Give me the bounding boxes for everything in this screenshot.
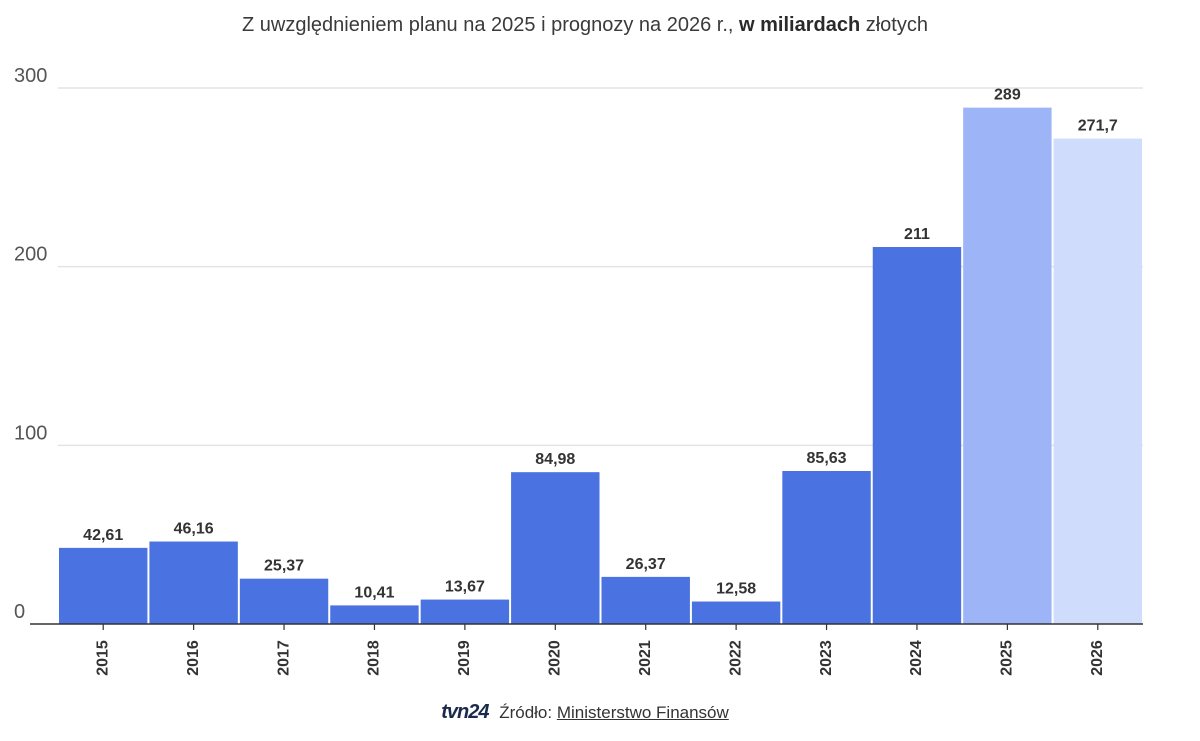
x-tick-label: 2019 xyxy=(456,640,473,676)
y-tick-label: 0 xyxy=(14,601,25,623)
bar xyxy=(330,605,419,624)
data-label: 10,41 xyxy=(354,584,394,601)
source-label: Źródło: xyxy=(499,703,553,722)
data-label: 12,58 xyxy=(716,581,756,598)
data-label: 289 xyxy=(994,87,1021,104)
x-tick-label: 2023 xyxy=(818,640,835,676)
bar xyxy=(782,471,871,624)
bar xyxy=(1053,138,1142,624)
bar xyxy=(149,541,238,624)
x-tick-label: 2020 xyxy=(547,640,564,676)
x-tick-label: 2017 xyxy=(275,640,292,676)
x-tick-label: 2021 xyxy=(637,640,654,676)
source-footer: tvn24 Źródło: Ministerstwo Finansów xyxy=(0,701,1170,724)
y-tick-label: 100 xyxy=(14,422,47,444)
y-tick-label: 300 xyxy=(14,65,47,87)
subtitle-prefix: Z uwzględnieniem planu na 2025 i prognoz… xyxy=(242,14,740,36)
data-label: 25,37 xyxy=(264,558,304,575)
y-tick-label: 200 xyxy=(14,244,47,266)
data-label: 271,7 xyxy=(1078,118,1118,135)
data-label: 211 xyxy=(904,226,930,243)
data-label: 84,98 xyxy=(535,451,575,468)
subtitle-suffix: złotych xyxy=(860,14,928,36)
tvn24-logo: tvn24 xyxy=(441,701,489,723)
x-tick-label: 2018 xyxy=(366,640,383,676)
data-label: 85,63 xyxy=(807,450,847,467)
bar xyxy=(872,247,962,624)
bar xyxy=(601,576,690,624)
chart-subtitle: Z uwzględnieniem planu na 2025 i prognoz… xyxy=(0,14,1170,37)
x-tick-label: 2022 xyxy=(727,640,744,676)
subtitle-bold: w miliardach xyxy=(739,14,861,36)
bar xyxy=(420,599,510,624)
data-label: 13,67 xyxy=(445,579,485,596)
data-label: 26,37 xyxy=(626,556,666,573)
bar xyxy=(511,472,600,624)
x-tick-label: 2015 xyxy=(94,640,111,676)
x-tick-label: 2025 xyxy=(999,640,1016,676)
bar xyxy=(963,107,1052,625)
data-label: 42,61 xyxy=(83,527,123,544)
x-tick-label: 2026 xyxy=(1089,640,1106,676)
data-label: 46,16 xyxy=(174,521,214,538)
x-tick-label: 2024 xyxy=(908,640,925,676)
bar xyxy=(239,578,329,624)
bar xyxy=(691,601,781,624)
x-tick-label: 2016 xyxy=(185,640,202,676)
source-link[interactable]: Ministerstwo Finansów xyxy=(556,703,729,722)
bar xyxy=(59,547,148,624)
